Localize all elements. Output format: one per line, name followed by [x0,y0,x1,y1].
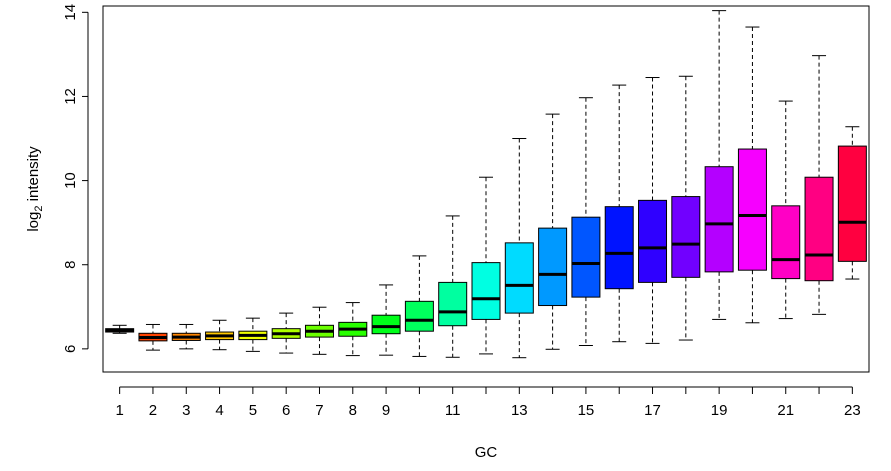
x-tick-label: 21 [777,402,794,419]
x-axis: 1 2 3 4 5 6 7 8 9 11 13 15 17 19 21 23 [115,386,861,419]
box-group [205,319,235,351]
box-group [471,176,501,355]
x-tick-label: 5 [249,402,257,419]
x-tick-label: 9 [382,402,390,419]
box-group [837,126,867,280]
box [371,314,401,335]
box [438,281,468,327]
box [804,176,834,282]
y-axis: 6 8 10 12 14 [62,4,89,353]
box-group [338,302,368,357]
box-group [638,77,668,344]
x-tick-label: 11 [445,402,461,419]
x-tick-label: 15 [578,402,595,419]
x-tick-label: 3 [182,402,190,419]
x-tick-label: 23 [844,402,861,419]
box [704,166,734,273]
box-group [371,284,401,356]
box [771,205,801,280]
plot-frame [102,5,870,373]
y-tick-label: 12 [62,88,79,105]
x-tick-label: 2 [149,402,157,419]
box-group [304,306,334,355]
box [538,227,568,307]
y-tick-label: 6 [62,345,79,353]
box-group [438,215,468,358]
box [837,145,867,262]
x-axis-title: GC [475,444,498,461]
x-tick-label: 7 [315,402,323,419]
box-group [771,100,801,320]
box-group [238,317,268,352]
y-tick-label: 14 [62,4,79,21]
x-tick-label: 8 [349,402,357,419]
x-tick-label: 19 [711,402,728,419]
box-group [737,26,767,324]
x-tick-label: 1 [115,402,123,419]
box-group [571,97,601,346]
box-group [504,138,534,359]
box-group [105,324,135,334]
box-group [138,323,168,351]
box [671,196,701,278]
box [471,262,501,320]
box [638,199,668,283]
boxes-layer [105,10,867,359]
box-group [171,323,201,350]
box [404,300,434,332]
box [604,206,634,290]
box [571,216,601,298]
box [504,242,534,314]
box [737,148,767,271]
box-group [604,84,634,343]
box-group [671,75,701,341]
y-tick-label: 10 [62,172,79,189]
x-tick-label: 17 [644,402,661,419]
x-tick-label: 13 [511,402,528,419]
x-tick-label: 6 [282,402,290,419]
y-axis-title: log2 intensity [25,146,45,232]
box-group [538,113,568,350]
box-group [404,255,434,357]
x-tick-label: 4 [215,402,223,419]
box-group [704,10,734,320]
y-tick-label: 8 [62,261,79,269]
box-group [804,55,834,315]
box-group [271,312,301,354]
